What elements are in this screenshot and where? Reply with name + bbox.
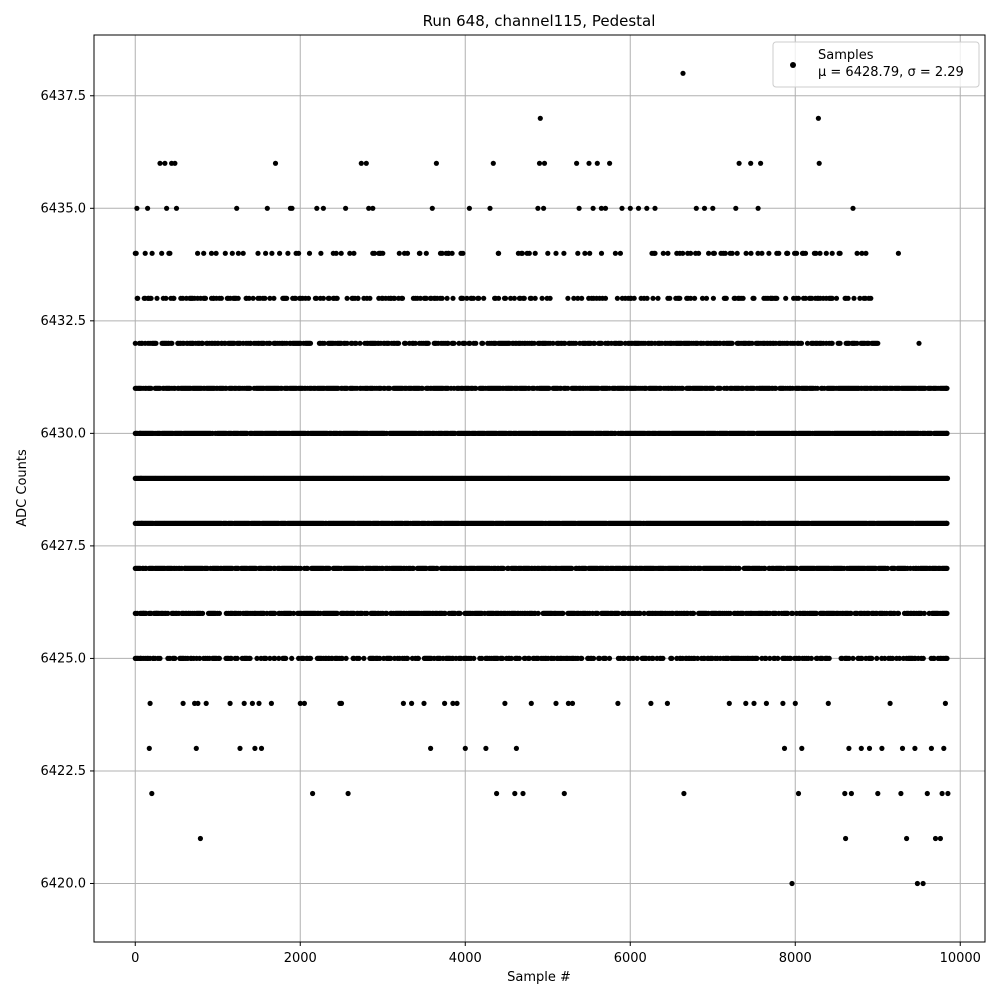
data-points — [132, 70, 951, 887]
data-point — [271, 295, 277, 301]
data-point — [356, 655, 362, 662]
data-point — [869, 655, 875, 662]
data-point — [172, 655, 178, 662]
data-point — [234, 655, 240, 662]
data-point — [920, 655, 926, 662]
data-point — [262, 295, 268, 301]
data-point — [361, 655, 367, 662]
data-point — [473, 385, 479, 391]
data-point — [798, 340, 805, 346]
data-point — [874, 655, 880, 662]
data-point — [473, 340, 479, 346]
data-point — [736, 565, 742, 572]
data-point — [218, 295, 224, 301]
data-point — [565, 385, 571, 391]
data-point — [944, 610, 950, 617]
data-point — [546, 385, 552, 391]
data-point — [471, 655, 477, 662]
data-point — [814, 385, 821, 391]
data-point — [808, 655, 815, 662]
data-point — [247, 385, 253, 391]
data-point — [944, 655, 950, 662]
data-point — [710, 385, 717, 391]
data-point — [837, 340, 843, 346]
data-point — [729, 340, 735, 346]
data-point — [560, 610, 566, 617]
data-point — [516, 655, 523, 662]
data-point — [826, 655, 832, 662]
data-point — [357, 340, 363, 346]
data-point — [691, 610, 697, 617]
data-point — [425, 340, 431, 346]
data-point — [387, 385, 393, 391]
data-point — [579, 655, 585, 662]
data-point — [895, 610, 902, 617]
data-point — [480, 340, 486, 346]
data-point — [289, 655, 295, 662]
data-point — [775, 655, 781, 662]
data-point — [669, 655, 675, 662]
data-point — [343, 655, 349, 662]
data-point — [457, 610, 463, 617]
data-point — [850, 655, 856, 662]
data-point — [216, 610, 222, 617]
data-point — [680, 385, 686, 391]
data-point — [921, 610, 927, 617]
data-point — [307, 655, 314, 662]
data-point — [250, 295, 256, 301]
data-point — [153, 340, 159, 346]
data-point — [419, 385, 425, 391]
data-point — [717, 385, 723, 391]
chart-title: Run 648, channel115, Pedestal — [423, 12, 656, 30]
data-point — [754, 655, 760, 662]
data-point — [415, 655, 421, 662]
data-point — [875, 340, 881, 346]
data-point — [247, 655, 253, 662]
data-point — [829, 340, 835, 346]
data-point — [773, 385, 779, 391]
data-point — [944, 565, 950, 572]
data-point — [157, 655, 163, 662]
grid-lines — [94, 35, 985, 942]
data-point — [451, 340, 457, 346]
data-point — [154, 295, 160, 301]
data-point — [634, 655, 640, 662]
data-point — [396, 340, 402, 346]
data-point — [202, 295, 209, 301]
data-point — [404, 655, 411, 662]
data-point — [591, 655, 597, 662]
data-point — [216, 655, 222, 662]
data-point — [283, 655, 289, 662]
data-point — [535, 610, 541, 617]
data-point — [660, 655, 666, 662]
data-point — [307, 340, 314, 346]
data-point — [200, 610, 206, 617]
data-point — [148, 385, 154, 391]
data-point — [606, 655, 613, 662]
